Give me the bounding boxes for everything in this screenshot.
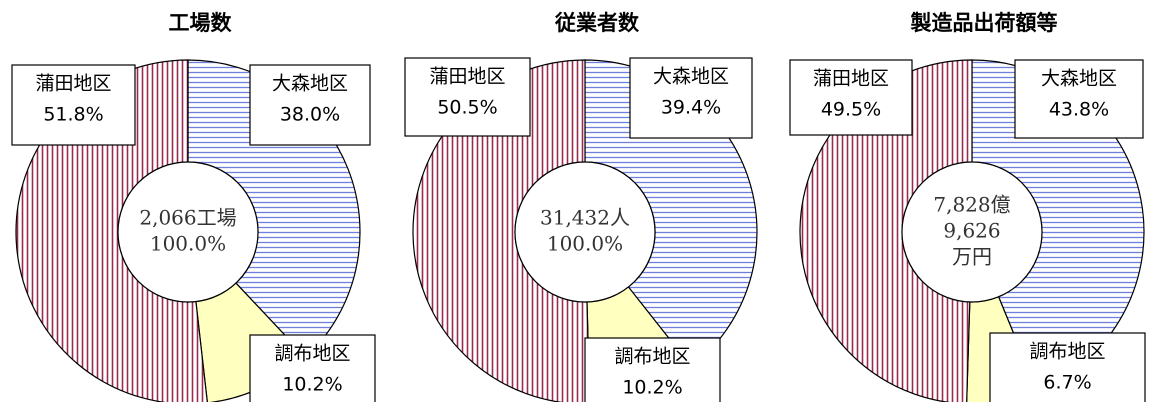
label-box [249, 334, 376, 402]
chart-title: 製造品出荷額等 [910, 11, 1058, 35]
category-label: 調布地区 [614, 346, 690, 368]
label-box [1014, 59, 1144, 139]
value-label: 6.7% [1043, 372, 1091, 394]
value-label: 39.4% [661, 97, 721, 119]
value-label: 10.2% [282, 374, 342, 396]
category-label: 蒲田地区 [813, 68, 889, 90]
label-box [584, 337, 721, 402]
label-box [989, 332, 1146, 402]
category-label: 調布地区 [274, 343, 350, 365]
donut-hole [514, 161, 656, 303]
value-label: 38.0% [280, 104, 340, 126]
center-label: 31,432人 [540, 206, 630, 230]
donut-hole [117, 161, 259, 303]
donut-hole [901, 161, 1043, 303]
category-label: 調布地区 [1029, 341, 1105, 363]
label-box [11, 64, 136, 146]
center-label: 万円 [952, 245, 992, 269]
center-label: 2,066工場 [139, 206, 236, 230]
category-label: 蒲田地区 [35, 73, 111, 95]
category-label: 大森地区 [272, 73, 348, 95]
label-box [404, 57, 531, 137]
label-box [789, 59, 913, 136]
category-label: 大森地区 [1041, 68, 1117, 90]
value-label: 50.5% [437, 97, 497, 119]
chart-title: 工場数 [169, 11, 233, 35]
center-label: 7,828億 [933, 193, 1010, 217]
label-box [629, 57, 753, 139]
value-label: 43.8% [1049, 99, 1109, 121]
center-label: 100.0% [150, 232, 226, 256]
value-label: 49.5% [821, 99, 881, 121]
chart-title: 従業者数 [554, 11, 640, 35]
center-label: 9,626 [943, 219, 1000, 243]
category-label: 大森地区 [653, 66, 729, 88]
center-label: 100.0% [547, 232, 623, 256]
value-label: 51.8% [43, 104, 103, 126]
value-label: 10.2% [622, 377, 682, 399]
category-label: 蒲田地区 [429, 66, 505, 88]
label-box [249, 64, 371, 146]
